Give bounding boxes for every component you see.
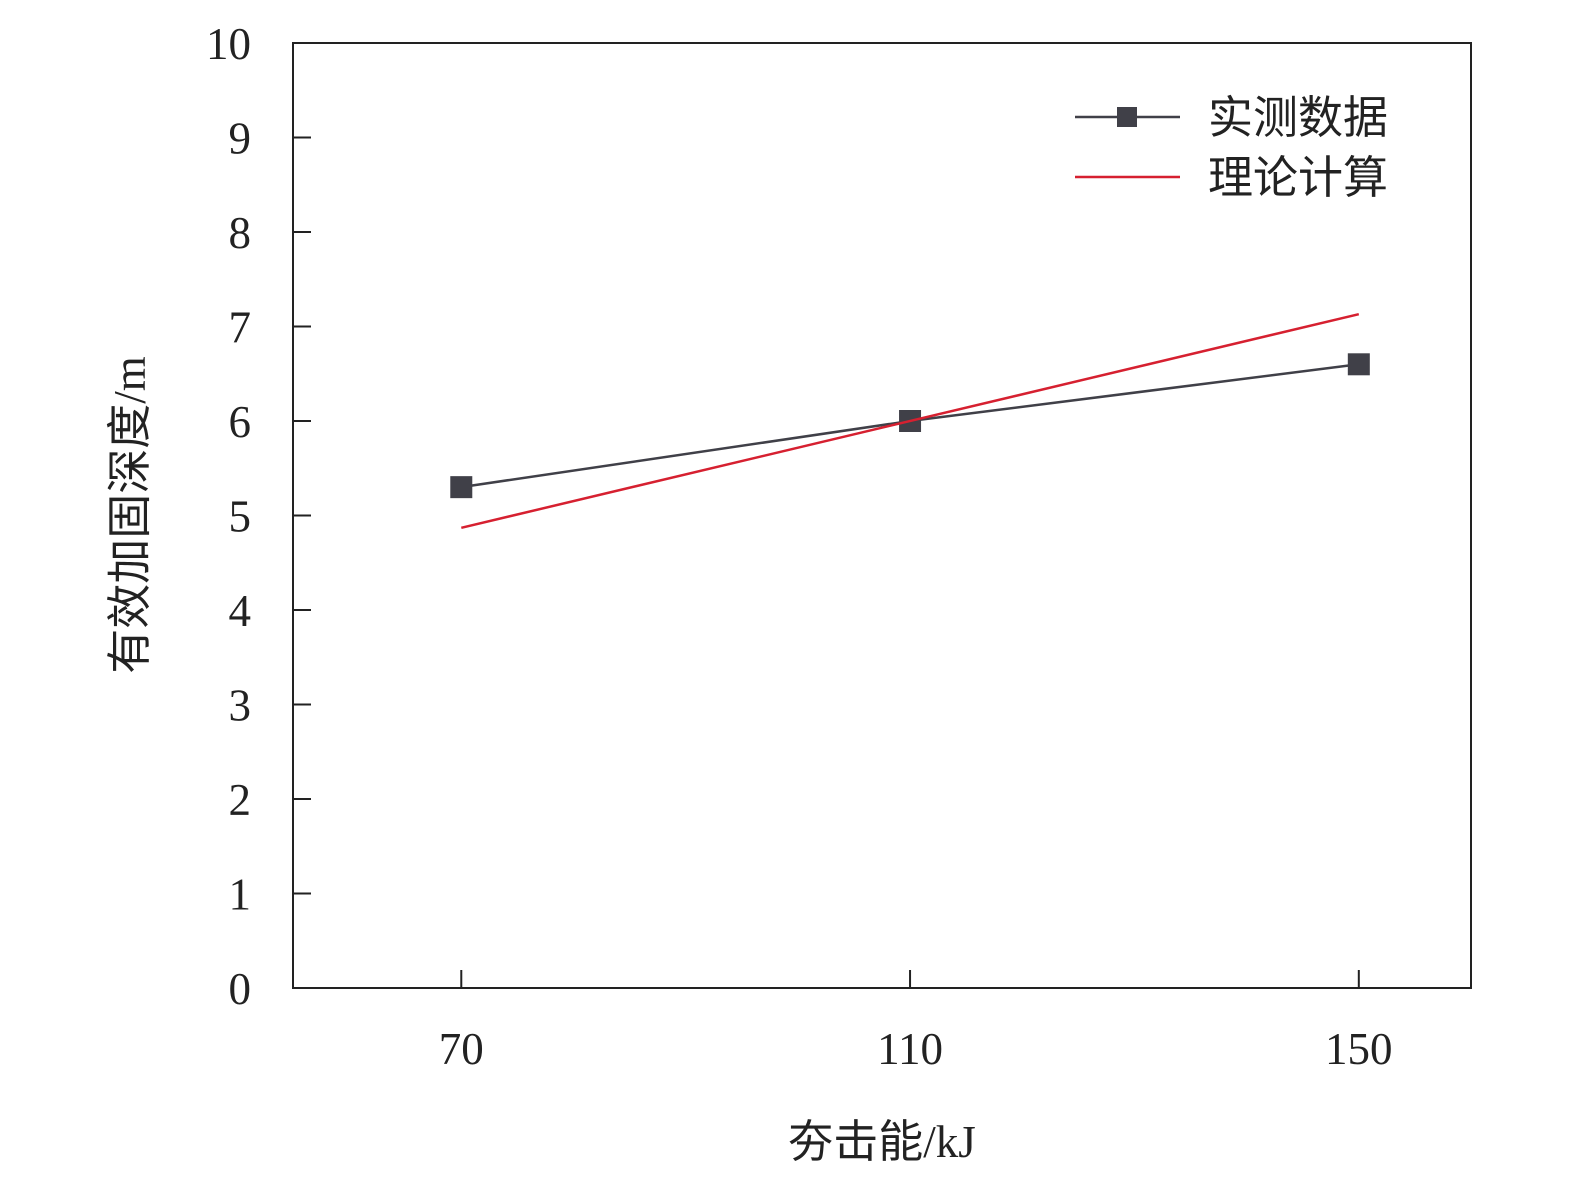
y-tick-label: 3 xyxy=(229,681,252,731)
y-tick-label: 9 xyxy=(229,114,252,164)
legend-label-measured: 实测数据 xyxy=(1208,93,1388,143)
y-tick-label: 6 xyxy=(229,397,252,447)
data-point-marker xyxy=(450,476,473,499)
y-axis-label: 有效加固深度/m xyxy=(105,356,155,674)
y-tick-label: 7 xyxy=(229,303,252,353)
x-tick-label: 110 xyxy=(877,1024,943,1074)
x-axis: 70 110 150 xyxy=(439,970,1393,1074)
legend-marker-measured xyxy=(1117,107,1137,127)
legend-item-theoretical: 理论计算 xyxy=(1075,153,1388,203)
y-tick-label: 1 xyxy=(229,870,252,920)
series-layer xyxy=(450,312,1370,530)
x-axis-label: 夯击能/kJ xyxy=(788,1117,976,1167)
x-tick-label: 150 xyxy=(1325,1024,1393,1074)
legend: 实测数据 理论计算 xyxy=(1075,93,1388,203)
y-tick-label: 10 xyxy=(206,19,251,69)
legend-item-measured: 实测数据 xyxy=(1075,93,1388,143)
y-tick-label: 4 xyxy=(229,586,252,636)
y-tick-label: 8 xyxy=(229,208,252,258)
y-axis: 0 1 2 3 4 5 6 7 8 9 10 xyxy=(206,19,311,1014)
series-line-1 xyxy=(461,312,1360,530)
plot-frame xyxy=(292,42,1472,989)
y-tick-label: 2 xyxy=(229,775,252,825)
y-tick-label: 0 xyxy=(229,964,252,1014)
y-tick-label: 5 xyxy=(229,492,252,542)
data-point-marker xyxy=(1347,353,1370,376)
x-tick-label: 70 xyxy=(439,1024,484,1074)
legend-label-theoretical: 理论计算 xyxy=(1208,153,1388,203)
